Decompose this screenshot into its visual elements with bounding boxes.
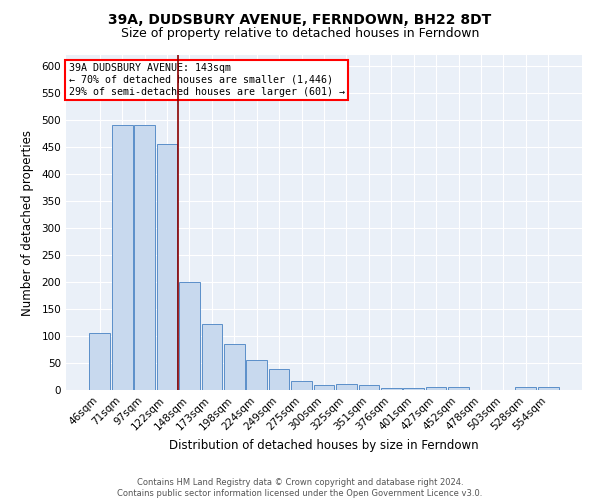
Bar <box>403 388 424 390</box>
Bar <box>269 370 289 390</box>
Bar <box>112 125 133 390</box>
Text: Size of property relative to detached houses in Ferndown: Size of property relative to detached ho… <box>121 28 479 40</box>
Bar <box>157 144 178 390</box>
Bar <box>291 382 312 390</box>
Bar <box>448 388 469 390</box>
Bar <box>134 125 155 390</box>
Bar <box>515 387 536 390</box>
Bar <box>314 384 334 390</box>
Bar <box>381 388 401 390</box>
X-axis label: Distribution of detached houses by size in Ferndown: Distribution of detached houses by size … <box>169 438 479 452</box>
Bar <box>538 387 559 390</box>
Text: 39A, DUDSBURY AVENUE, FERNDOWN, BH22 8DT: 39A, DUDSBURY AVENUE, FERNDOWN, BH22 8DT <box>109 12 491 26</box>
Bar <box>426 388 446 390</box>
Text: 39A DUDSBURY AVENUE: 143sqm
← 70% of detached houses are smaller (1,446)
29% of : 39A DUDSBURY AVENUE: 143sqm ← 70% of det… <box>68 64 344 96</box>
Bar <box>202 324 222 390</box>
Bar <box>89 334 110 390</box>
Bar <box>224 344 245 390</box>
Bar <box>179 282 200 390</box>
Bar <box>359 384 379 390</box>
Bar <box>247 360 267 390</box>
Text: Contains HM Land Registry data © Crown copyright and database right 2024.
Contai: Contains HM Land Registry data © Crown c… <box>118 478 482 498</box>
Bar <box>336 384 357 390</box>
Y-axis label: Number of detached properties: Number of detached properties <box>22 130 34 316</box>
